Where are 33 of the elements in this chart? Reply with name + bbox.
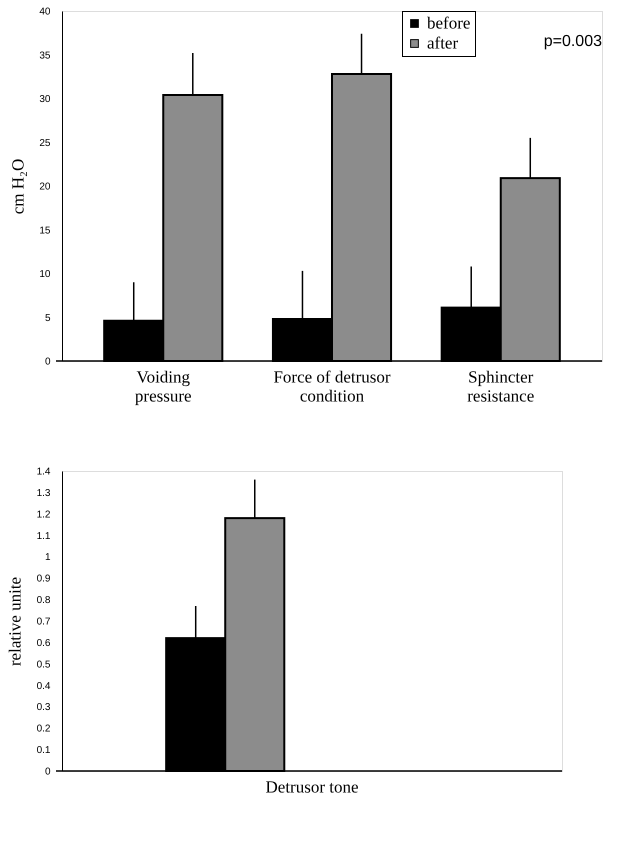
y-tick-label: 0.8 bbox=[36, 595, 51, 606]
legend-label: before bbox=[427, 14, 470, 32]
y-tick-label: 0.7 bbox=[36, 616, 51, 628]
y-tick-label: 0.4 bbox=[36, 680, 51, 692]
y-tick-label: 25 bbox=[39, 138, 51, 149]
y-tick-label: 1.3 bbox=[36, 488, 51, 499]
y-tick-label: 0.2 bbox=[36, 724, 51, 735]
y-tick-label: 0.5 bbox=[36, 659, 51, 670]
y-tick-label: 0 bbox=[44, 766, 51, 778]
y-tick-label: 30 bbox=[39, 94, 51, 105]
y-tick-label: 10 bbox=[39, 269, 51, 280]
y-axis-title: relative unite bbox=[6, 576, 25, 666]
y-tick-label: 40 bbox=[39, 6, 51, 18]
y-tick-label: 35 bbox=[39, 50, 51, 62]
x-tick-label: Detrusor tone bbox=[265, 778, 359, 796]
y-tick-label: 1.2 bbox=[36, 509, 51, 520]
y-axis-title: cm H₂O bbox=[8, 158, 28, 214]
y-tick-label: 15 bbox=[39, 225, 51, 236]
y-tick-label: 0.6 bbox=[36, 638, 51, 649]
y-tick-label: 0 bbox=[44, 356, 51, 368]
y-tick-label: 20 bbox=[39, 182, 51, 192]
y-tick-label: 1.4 bbox=[36, 466, 51, 478]
legend-label: after bbox=[427, 34, 458, 52]
y-tick-label: 0.1 bbox=[36, 745, 51, 756]
y-tick-label: 5 bbox=[44, 312, 51, 324]
y-tick-label: 1 bbox=[44, 552, 51, 564]
y-tick-label: 0.9 bbox=[36, 574, 51, 585]
x-tick-label: Sphincter resistance bbox=[467, 368, 534, 406]
x-tick-label: Voiding pressure bbox=[134, 368, 192, 406]
x-tick-label: Force of detrusor condition bbox=[273, 368, 391, 406]
y-tick-label: 0.3 bbox=[36, 702, 51, 714]
y-tick-label: 1.1 bbox=[36, 530, 51, 542]
annotation: p=0.003 bbox=[544, 33, 602, 50]
